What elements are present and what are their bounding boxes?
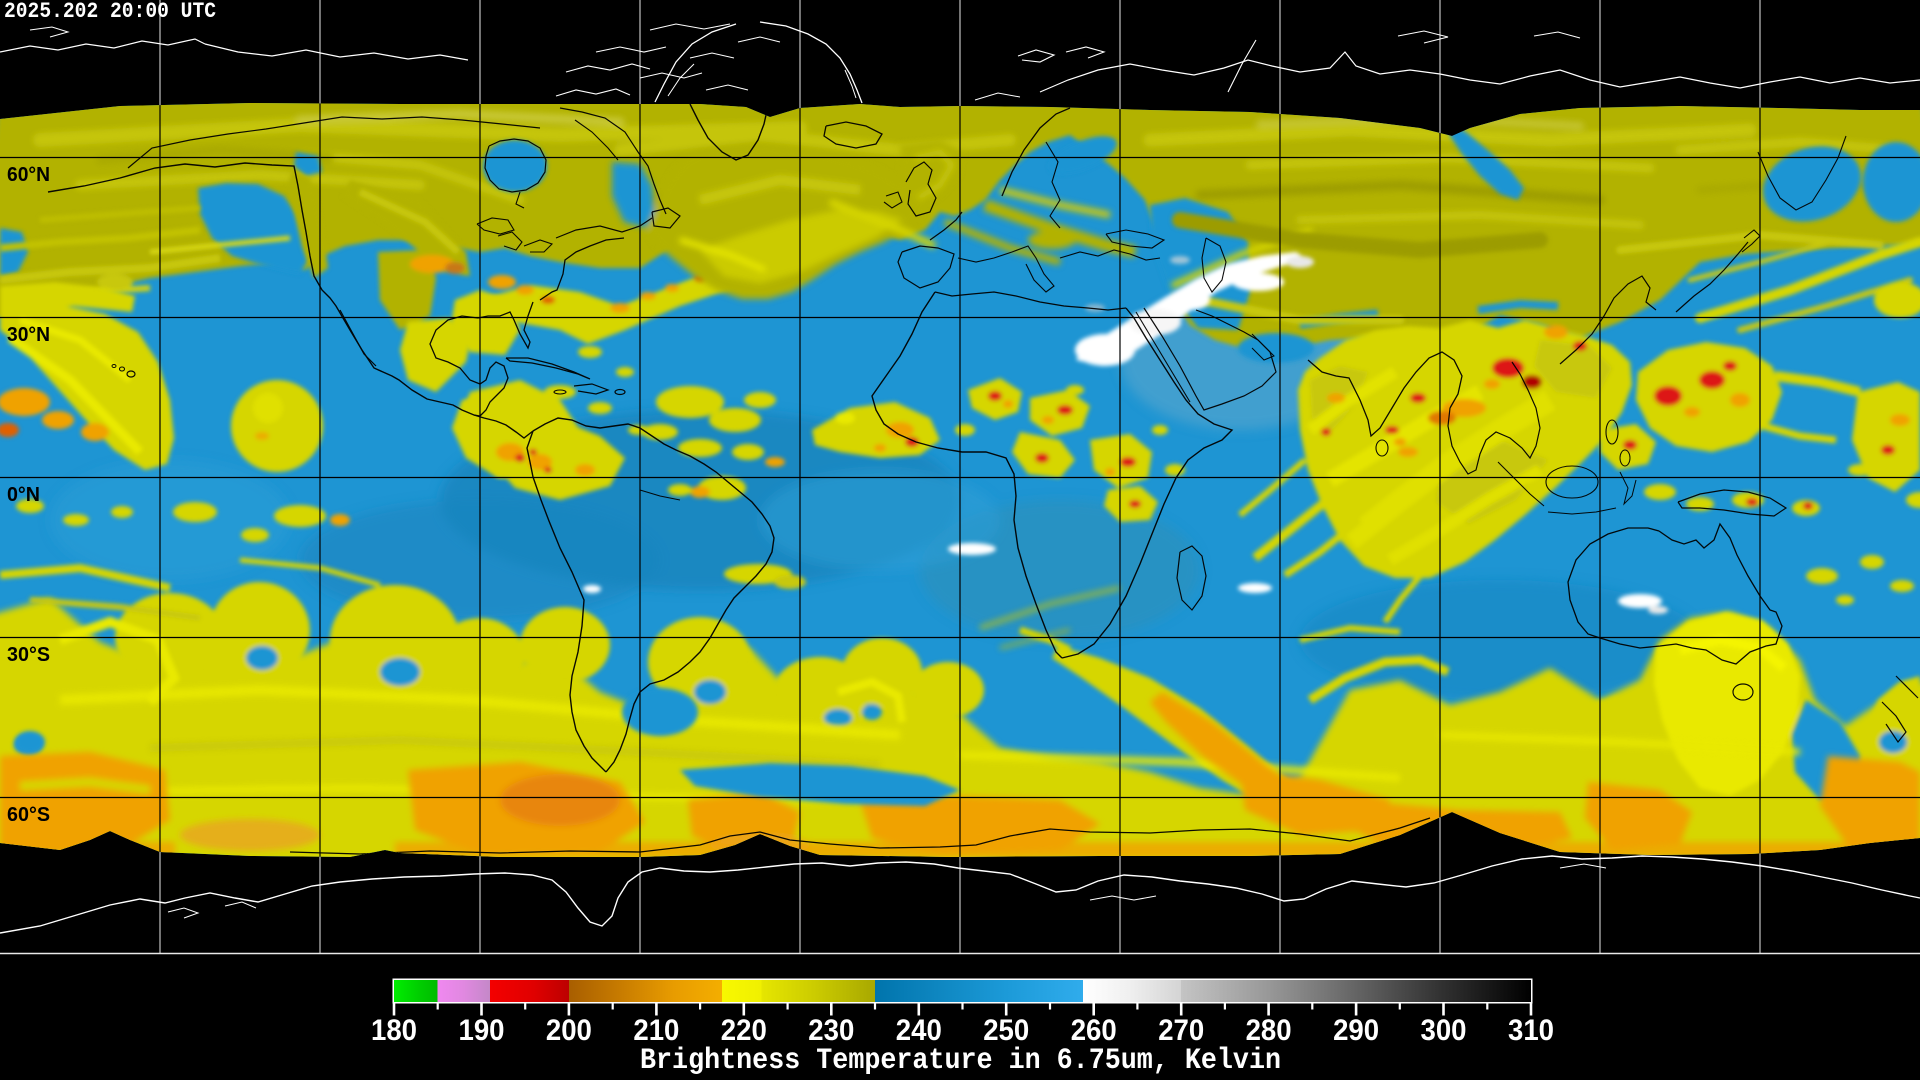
svg-text:230: 230 — [808, 1014, 854, 1047]
svg-text:200: 200 — [546, 1014, 592, 1047]
svg-text:240: 240 — [896, 1014, 942, 1047]
svg-text:30°S: 30°S — [7, 644, 50, 666]
svg-text:Brightness Temperature in 6.75: Brightness Temperature in 6.75um, Kelvin — [640, 1044, 1281, 1078]
svg-text:190: 190 — [459, 1014, 505, 1047]
svg-text:2025.202 20:00 UTC: 2025.202 20:00 UTC — [4, 0, 216, 24]
svg-text:60°S: 60°S — [7, 804, 50, 826]
svg-text:180: 180 — [371, 1014, 417, 1047]
svg-text:0°N: 0°N — [7, 484, 40, 506]
svg-text:30°N: 30°N — [7, 324, 50, 346]
svg-text:280: 280 — [1246, 1014, 1292, 1047]
svg-text:310: 310 — [1508, 1014, 1554, 1047]
svg-text:250: 250 — [983, 1014, 1029, 1047]
svg-text:270: 270 — [1158, 1014, 1204, 1047]
svg-text:290: 290 — [1333, 1014, 1379, 1047]
svg-text:260: 260 — [1071, 1014, 1117, 1047]
svg-text:220: 220 — [721, 1014, 767, 1047]
svg-text:60°N: 60°N — [7, 164, 50, 186]
svg-text:300: 300 — [1421, 1014, 1467, 1047]
svg-text:210: 210 — [633, 1014, 679, 1047]
